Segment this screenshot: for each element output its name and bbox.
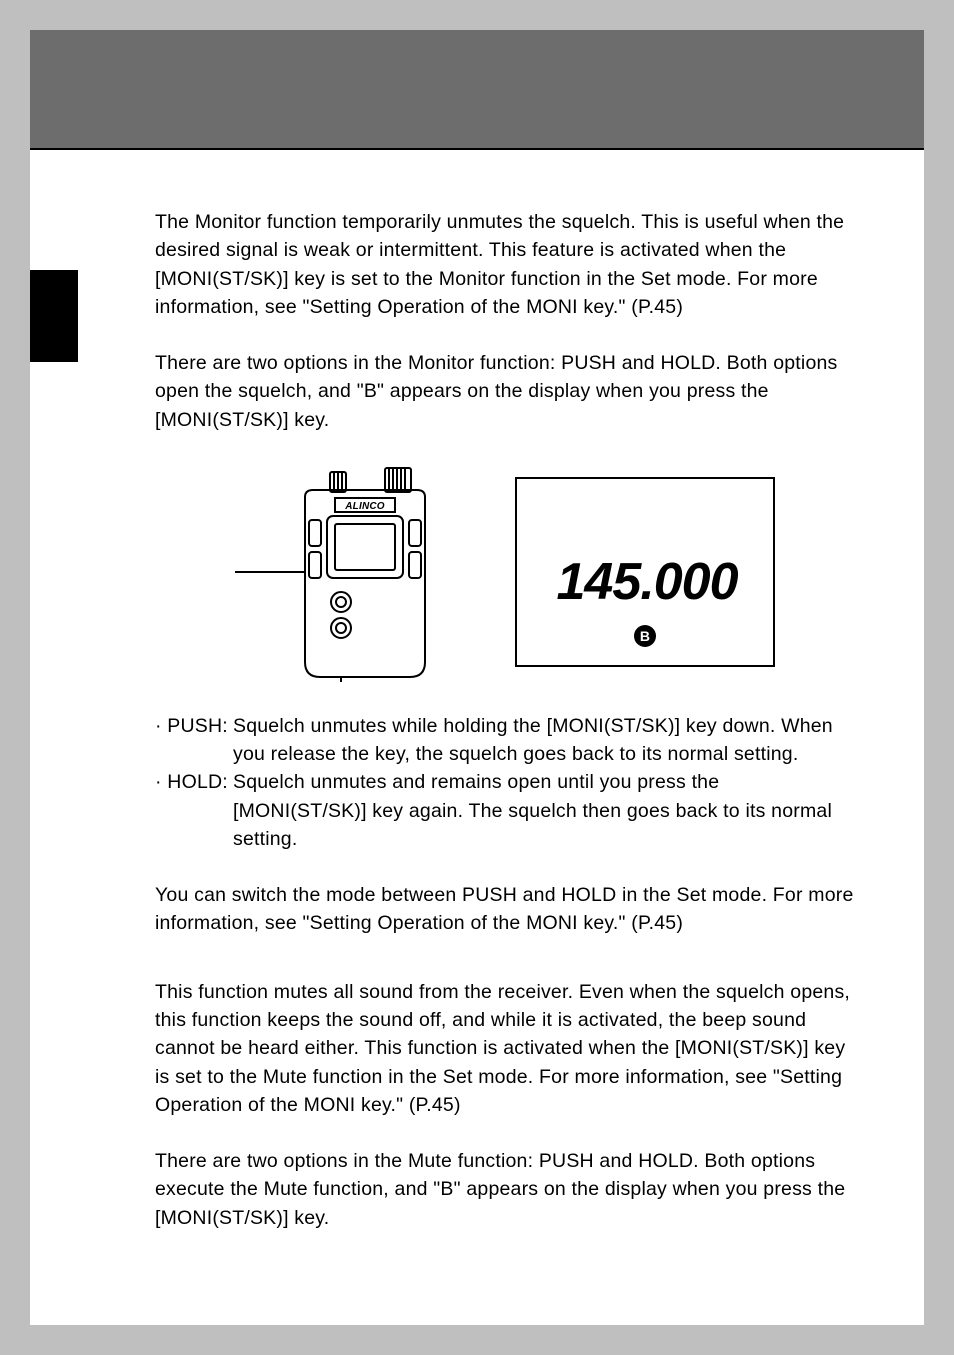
option-push-lead: · PUSH: [155, 712, 233, 769]
header-band [30, 30, 924, 150]
lcd-display: 145.000 B [515, 477, 775, 667]
radio-illustration: ALINCO [235, 462, 465, 682]
brand-label: ALINCO [344, 501, 385, 512]
paragraph-mute-intro: This function mutes all sound from the r… [155, 978, 855, 1119]
paragraph-switch-mode: You can switch the mode between PUSH and… [155, 881, 855, 938]
option-push: · PUSH: Squelch unmutes while holding th… [155, 712, 855, 769]
option-list: · PUSH: Squelch unmutes while holding th… [155, 712, 855, 853]
paragraph-monitor-intro: The Monitor function temporarily unmutes… [155, 208, 855, 321]
paragraph-mute-options: There are two options in the Mute functi… [155, 1147, 855, 1232]
option-hold: · HOLD: Squelch unmutes and remains open… [155, 768, 855, 853]
figure-row: ALINCO 145.000 [155, 462, 855, 682]
option-push-body: Squelch unmutes while holding the [MONI(… [233, 712, 855, 769]
option-hold-body: Squelch unmutes and remains open until y… [233, 768, 855, 853]
paragraph-monitor-options: There are two options in the Monitor fun… [155, 349, 855, 434]
page: The Monitor function temporarily unmutes… [30, 30, 924, 1325]
content-column: The Monitor function temporarily unmutes… [155, 208, 855, 1260]
lcd-b-indicator: B [634, 625, 656, 647]
option-hold-lead: · HOLD: [155, 768, 233, 853]
side-tab [30, 270, 78, 362]
svg-text:145.000: 145.000 [557, 553, 739, 611]
